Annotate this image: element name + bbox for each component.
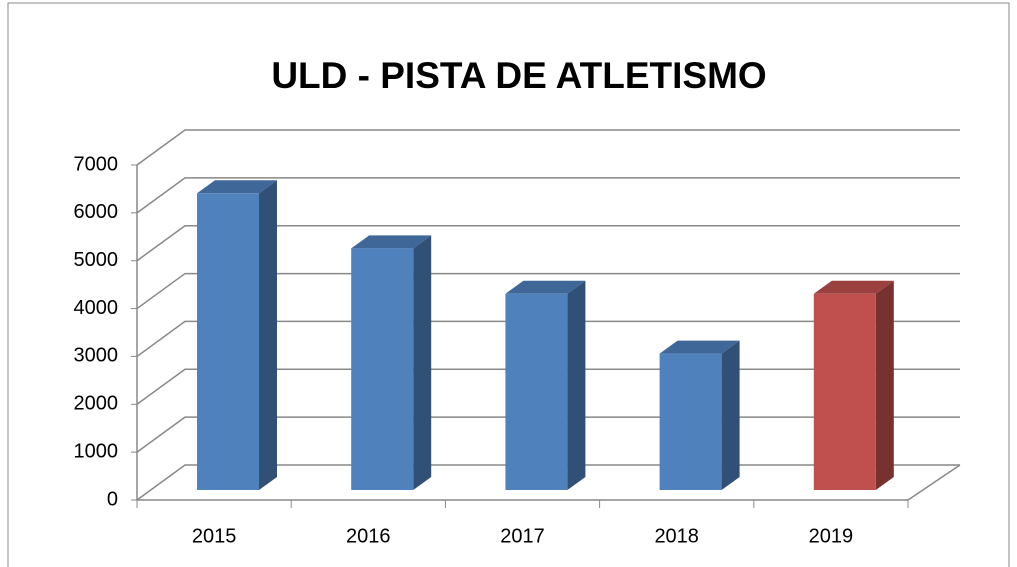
bar-top [659, 340, 740, 354]
bar-side [875, 280, 894, 490]
y-tick-label: 4000 [74, 297, 119, 319]
grid-line [136, 129, 960, 166]
bar [813, 280, 894, 490]
bar-front [813, 293, 876, 490]
y-tick-label: 1000 [74, 440, 119, 462]
bar-front [351, 248, 414, 490]
bar [505, 280, 586, 490]
x-tick-label: 2017 [500, 525, 545, 547]
x-tick-label: 2019 [809, 525, 854, 547]
y-tick-label: 3000 [74, 345, 119, 367]
bar-front [659, 353, 722, 490]
bar-side [567, 280, 586, 490]
bar [197, 180, 277, 491]
y-tick-label: 5000 [74, 249, 119, 271]
bar-side [721, 340, 740, 490]
bar-top [351, 235, 432, 249]
grid-line [136, 224, 960, 262]
x-tick-label: 2015 [192, 525, 237, 547]
bar-top [505, 280, 586, 294]
grid-line [136, 177, 960, 214]
bar-top [197, 180, 277, 194]
grid-line [136, 320, 960, 358]
y-tick-label: 7000 [74, 153, 119, 175]
bar-side [413, 235, 432, 490]
grid-line [136, 272, 960, 310]
bar-front [505, 293, 568, 490]
bar-front [197, 193, 259, 491]
y-tick-label: 2000 [74, 393, 119, 415]
x-tick-label: 2016 [346, 525, 391, 547]
bar-top [813, 280, 894, 294]
bar [659, 340, 740, 490]
chart-title: ULD - PISTA DE ATLETISMO [271, 55, 766, 96]
x-tick-label: 2018 [654, 525, 699, 547]
y-tick-label: 0 [107, 488, 118, 510]
bar-side [259, 180, 277, 491]
bar [351, 235, 432, 490]
y-tick-label: 6000 [74, 201, 119, 223]
